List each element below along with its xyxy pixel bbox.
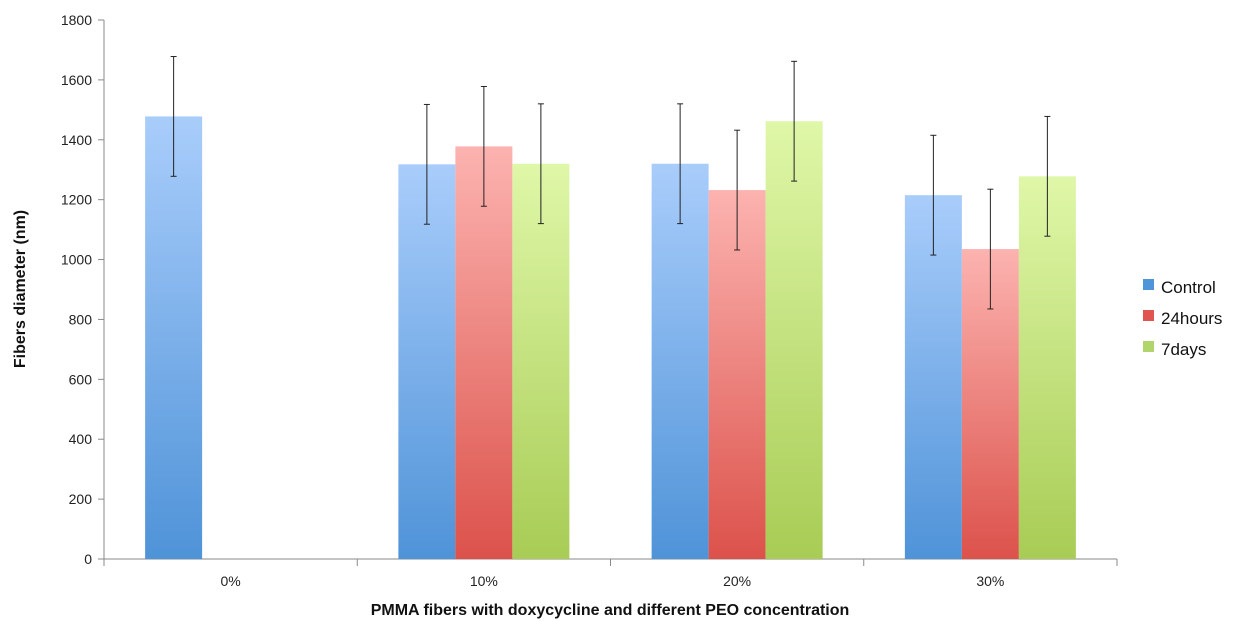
y-axis-title: Fibers diameter (nm) bbox=[12, 210, 29, 368]
y-tick-label: 800 bbox=[69, 311, 93, 327]
y-tick-label: 1200 bbox=[61, 192, 92, 208]
bar-24hours-1 bbox=[455, 146, 513, 560]
y-tick-label: 1000 bbox=[61, 252, 92, 268]
bar-control-1 bbox=[398, 164, 456, 560]
legend: Control 24hours 7days bbox=[1143, 278, 1222, 359]
y-tick-label: 400 bbox=[69, 431, 93, 447]
bar-7days-1 bbox=[512, 163, 570, 559]
x-tick-label: 0% bbox=[221, 573, 241, 589]
x-axis-title: PMMA fibers with doxycycline and differe… bbox=[371, 602, 850, 619]
y-tick-label: 0 bbox=[84, 551, 92, 567]
y-tick-label: 200 bbox=[69, 491, 93, 507]
bar-24hours-2 bbox=[708, 190, 766, 559]
bar-control-2 bbox=[651, 163, 709, 559]
plot-area: 0 200 400 600 800 1000 1200 1400 1600 1800 0% 10% 20… bbox=[61, 12, 1118, 589]
x-tick-label: 20% bbox=[723, 573, 751, 589]
bar-7days-3 bbox=[1018, 176, 1076, 559]
bar-7days-2 bbox=[765, 121, 823, 559]
y-tick-label: 1800 bbox=[61, 12, 92, 28]
legend-label-control: Control bbox=[1161, 278, 1216, 297]
x-tick-label: 30% bbox=[976, 573, 1004, 589]
bar-control-3 bbox=[904, 195, 962, 560]
legend-label-24hours: 24hours bbox=[1161, 309, 1222, 328]
legend-swatch-24hours bbox=[1143, 310, 1154, 321]
bar-control-0 bbox=[145, 116, 203, 559]
y-tick-label: 1600 bbox=[61, 72, 92, 88]
legend-swatch-7days bbox=[1143, 341, 1154, 352]
y-tick-label: 600 bbox=[69, 371, 93, 387]
legend-label-7days: 7days bbox=[1161, 340, 1206, 359]
legend-swatch-control bbox=[1143, 279, 1154, 290]
x-tick-label: 10% bbox=[470, 573, 498, 589]
y-tick-label: 1400 bbox=[61, 132, 92, 148]
